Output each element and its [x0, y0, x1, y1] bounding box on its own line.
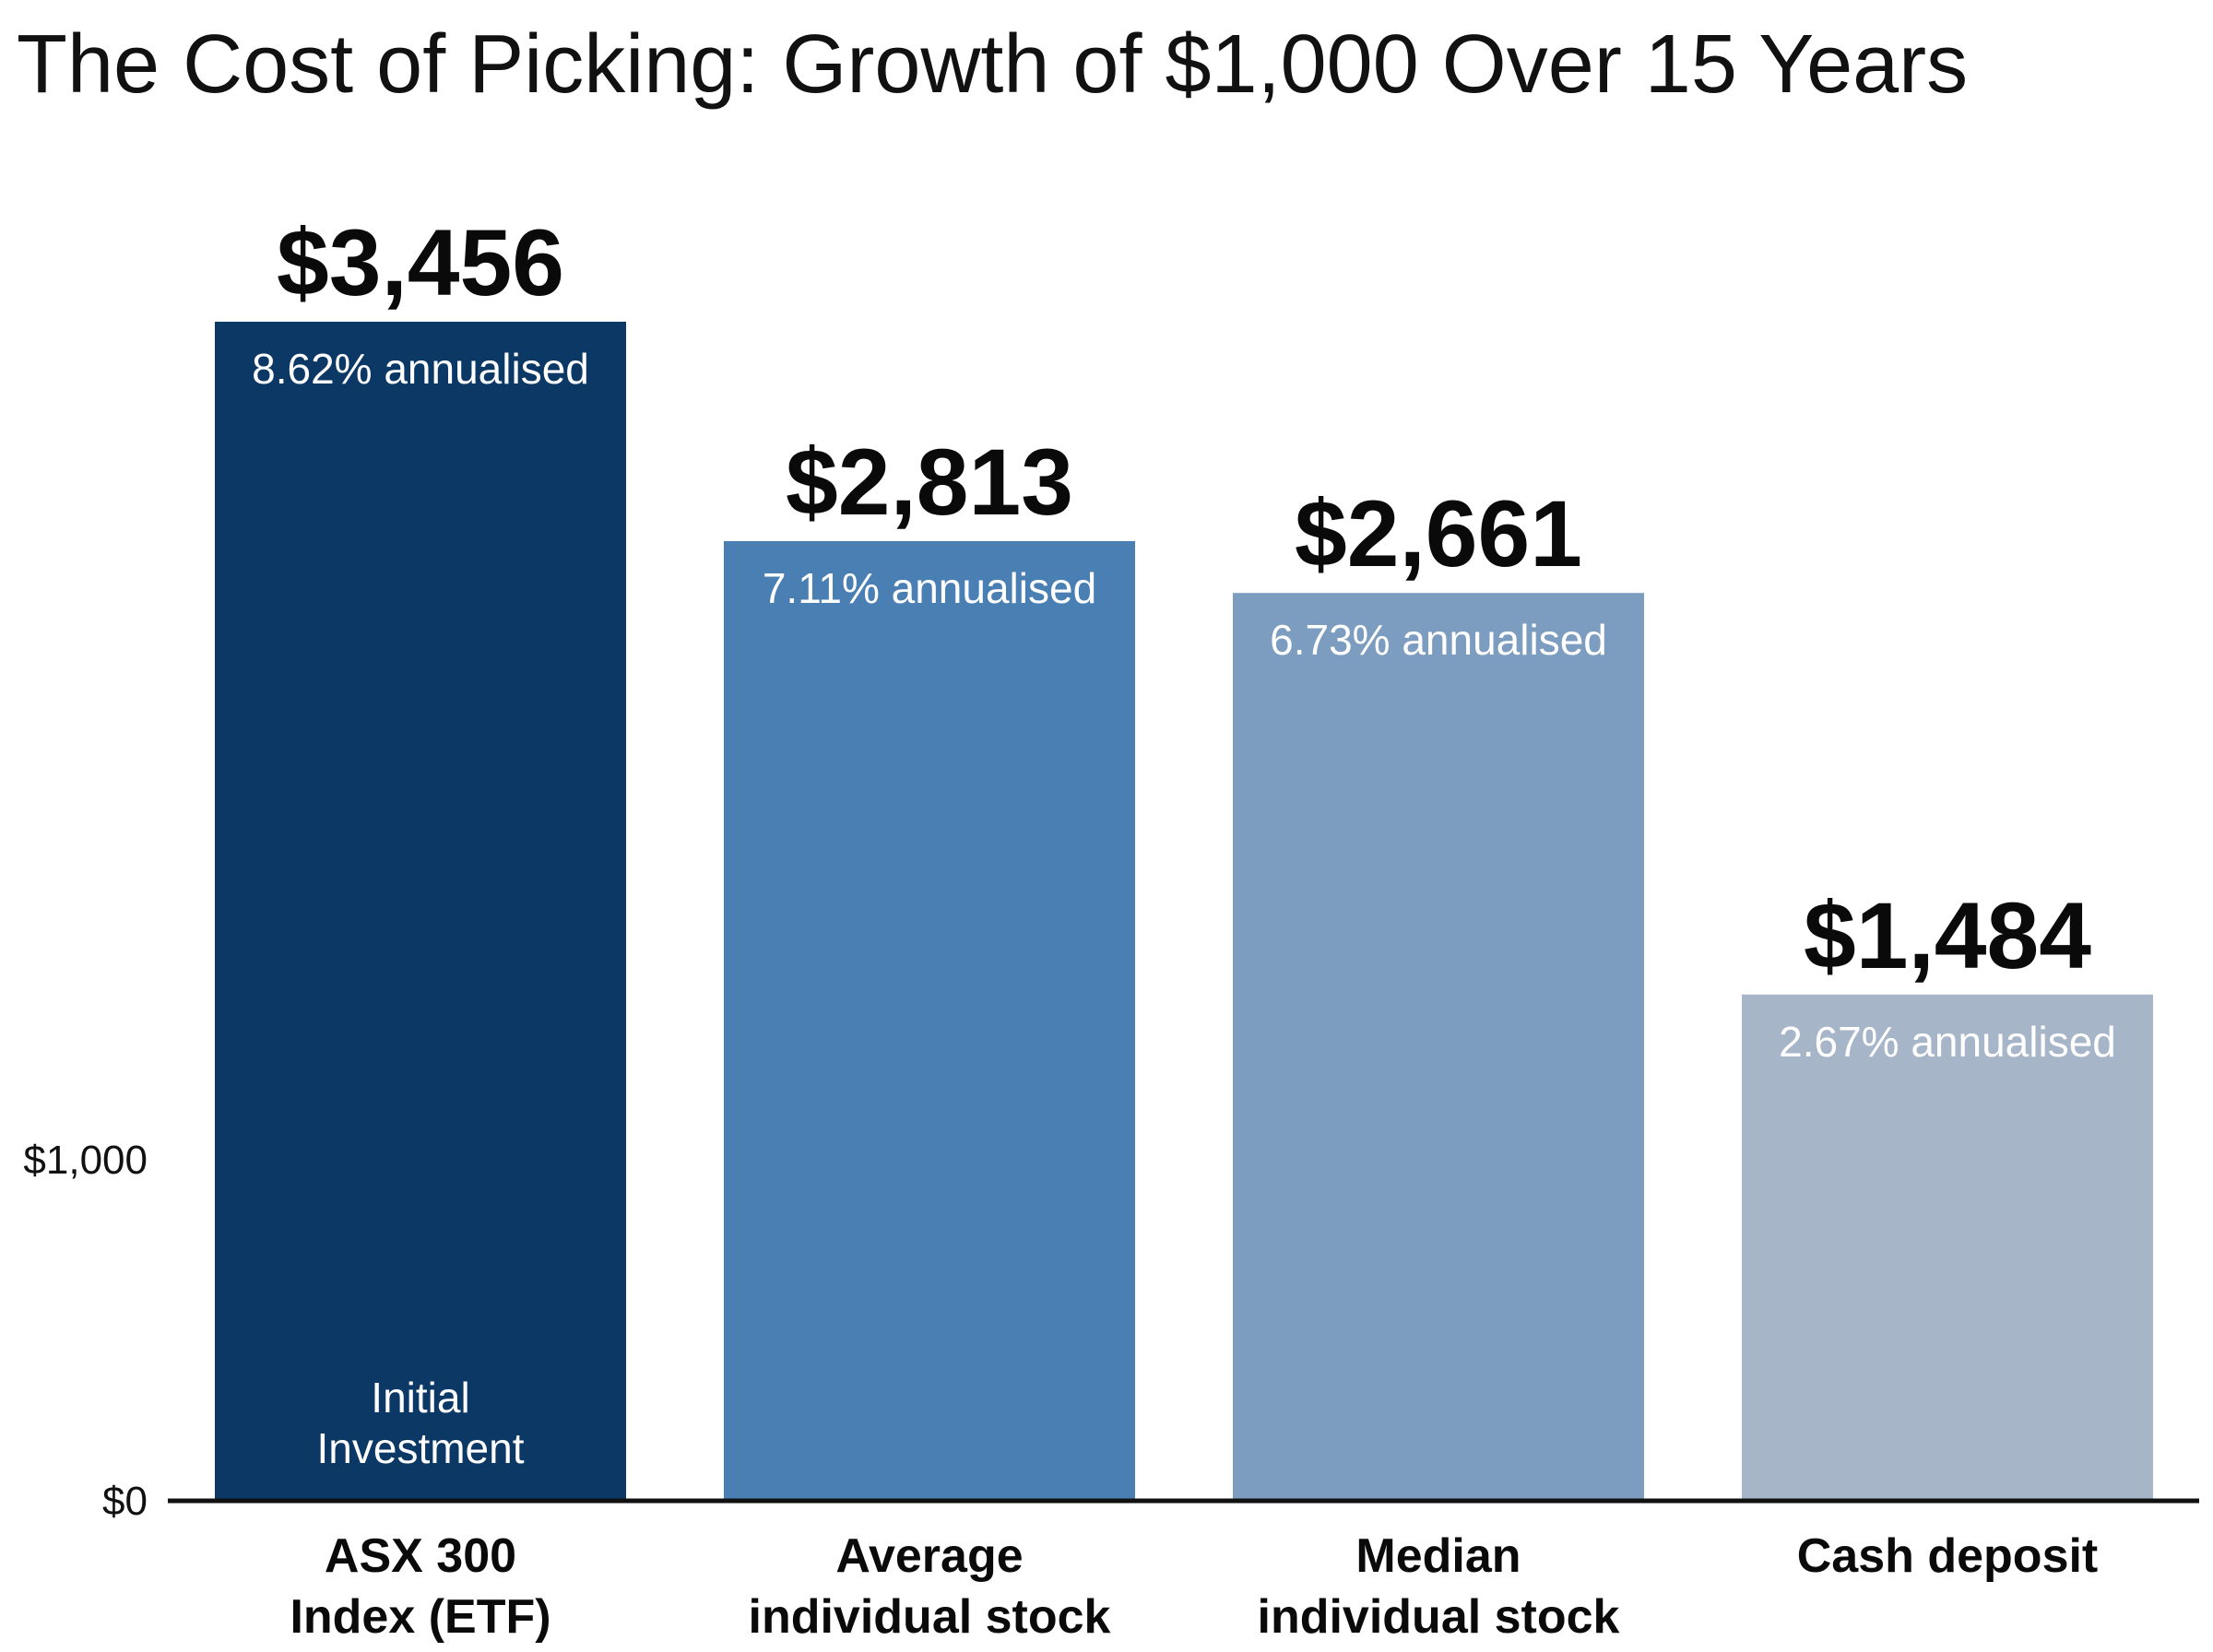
annotation-1-line-1: Initial — [371, 1374, 469, 1422]
category-label-2-line-2: individual stock — [749, 1590, 1111, 1644]
bar-rate-label-2: 7.11% annualised — [763, 564, 1096, 612]
y-tick-label-2: $1,000 — [23, 1138, 148, 1183]
category-label-1-line-2: Index (ETF) — [290, 1590, 550, 1644]
bar-rate-label-4: 2.67% annualised — [1779, 1018, 2116, 1066]
category-label-3-line-2: individual stock — [1258, 1590, 1620, 1644]
bar-rate-label-3: 6.73% annualised — [1270, 616, 1607, 664]
labels-layer: $3,456 8.62% annualised ASX 300 Index (ETF)… — [252, 210, 2116, 1644]
y-tick-label-1: $0 — [102, 1479, 148, 1524]
bar-value-label-4: $1,484 — [1804, 883, 2091, 988]
bar-value-label-2: $2,813 — [786, 430, 1073, 535]
category-label-3-line-1: Median — [1355, 1529, 1521, 1583]
axis-layer: $0 $1,000 — [23, 1138, 2199, 1524]
bar-3 — [1233, 593, 1644, 1501]
bar-2 — [724, 540, 1135, 1501]
category-label-2-line-1: Average — [835, 1529, 1023, 1583]
bar-1 — [215, 322, 626, 1501]
category-label-1-line-1: ASX 300 — [325, 1529, 516, 1583]
category-label-4-line-1: Cash deposit — [1797, 1529, 2099, 1583]
bar-4 — [1742, 994, 2153, 1501]
annotation-1-line-2: Investment — [317, 1424, 525, 1472]
bar-rate-label-1: 8.62% annualised — [252, 345, 589, 393]
bars-layer — [215, 322, 2153, 1501]
bar-value-label-1: $3,456 — [277, 210, 564, 315]
chart-title: The Cost of Picking: Growth of $1,000 Ov… — [17, 18, 1968, 111]
bar-value-label-3: $2,661 — [1295, 481, 1582, 586]
